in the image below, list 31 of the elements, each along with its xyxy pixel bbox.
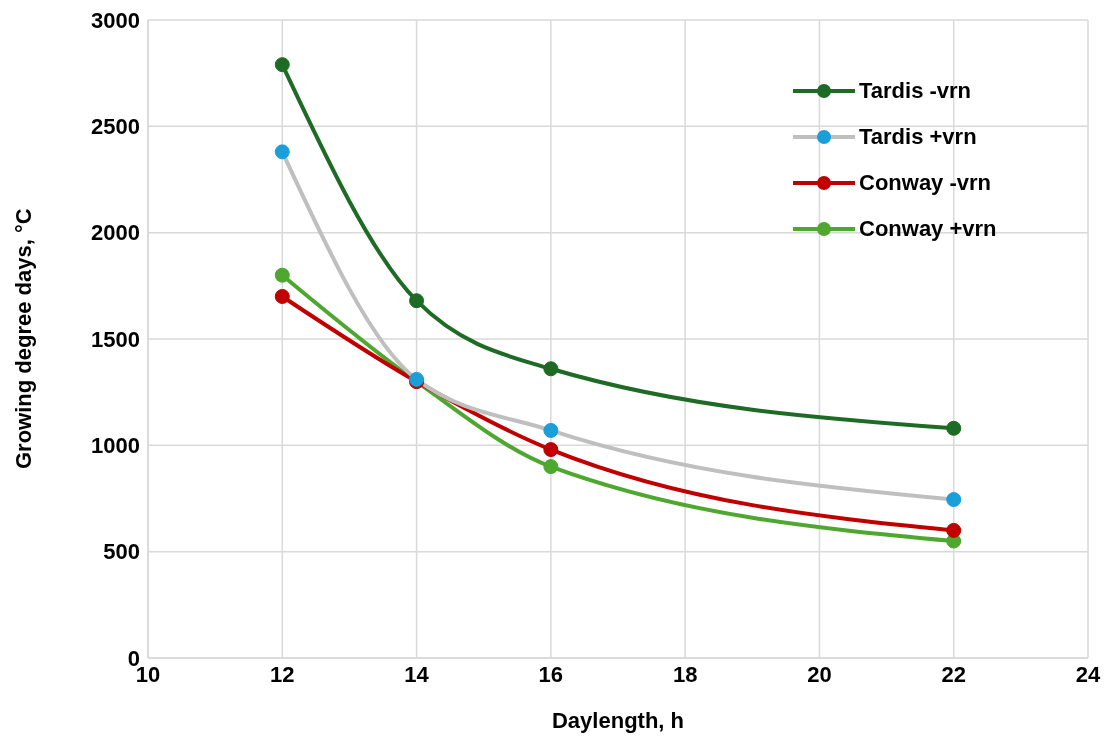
point: [946, 492, 962, 508]
legend-label: Tardis -vrn: [859, 78, 972, 104]
y-tick-label: 1000: [91, 433, 140, 459]
y-tick-label: 2500: [91, 114, 140, 140]
point: [946, 420, 962, 436]
x-tick-label: 20: [807, 661, 832, 687]
x-tick-label: 14: [404, 661, 430, 687]
x-tick-label: 16: [538, 661, 564, 687]
point: [274, 144, 290, 160]
legend-label: Conway -vrn: [859, 170, 992, 196]
y-tick-label: 500: [103, 539, 140, 565]
x-tick-label: 18: [672, 661, 698, 687]
point: [274, 267, 290, 283]
y-tick-label: 1500: [91, 326, 140, 352]
point: [543, 422, 559, 438]
y-axis-title: Growing degree days, °C: [10, 208, 36, 469]
x-tick-label: 22: [941, 661, 966, 687]
point: [543, 361, 559, 377]
point: [543, 442, 559, 458]
point: [274, 57, 290, 73]
point: [274, 288, 290, 304]
x-axis-title: Daylength, h: [551, 708, 685, 733]
point: [409, 293, 425, 309]
y-tick-label: 2000: [91, 220, 140, 246]
y-tick-label: 3000: [91, 7, 140, 33]
x-tick-label: 12: [270, 661, 295, 687]
x-tick-label: 24: [1075, 661, 1101, 687]
point: [543, 459, 559, 475]
point: [946, 522, 962, 538]
legend-label: Conway +vrn: [859, 216, 997, 242]
legend-label: Tardis +vrn: [859, 124, 977, 150]
